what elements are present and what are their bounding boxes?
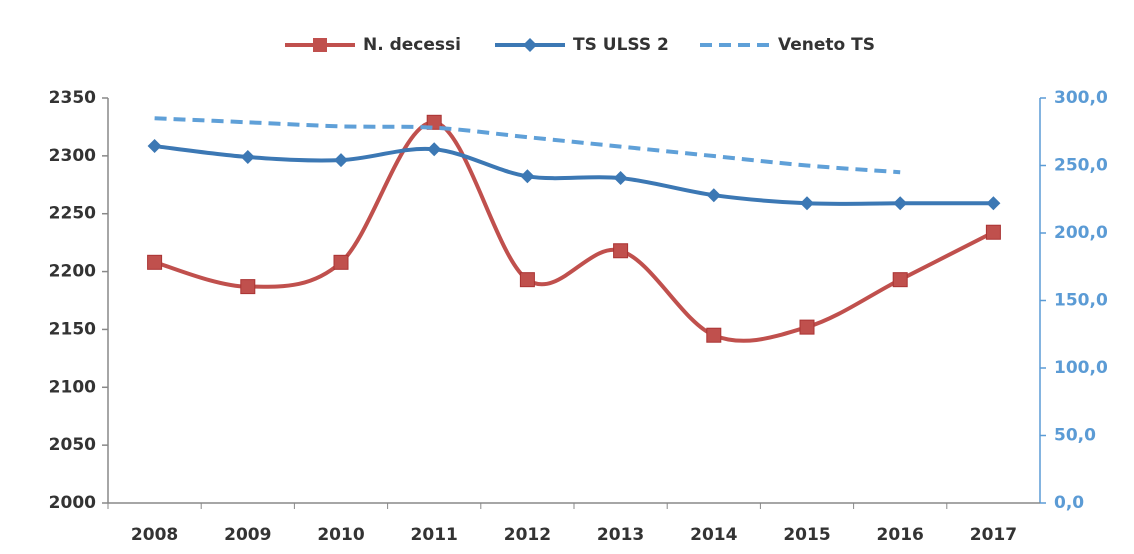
x-tick-label: 2009 bbox=[224, 525, 271, 545]
x-tick-label: 2008 bbox=[131, 525, 178, 545]
x-tick-label: 2013 bbox=[597, 525, 644, 545]
marker bbox=[613, 243, 629, 259]
x-tick-label: 2011 bbox=[411, 525, 458, 545]
x-tick-label: 2010 bbox=[317, 525, 364, 545]
y2-tick-label: 250,0 bbox=[1054, 156, 1108, 176]
marker bbox=[985, 224, 1001, 240]
marker bbox=[893, 196, 908, 211]
x-tick-label: 2016 bbox=[877, 525, 924, 545]
x-tick-label: 2012 bbox=[504, 525, 551, 545]
marker bbox=[240, 149, 255, 164]
y-tick-label: 2300 bbox=[49, 146, 96, 166]
y-tick-label: 2050 bbox=[49, 435, 96, 455]
x-tick-label: 2017 bbox=[970, 525, 1017, 545]
series-line bbox=[154, 120, 995, 343]
marker bbox=[986, 196, 1001, 211]
marker bbox=[613, 171, 628, 186]
marker bbox=[706, 188, 721, 203]
marker bbox=[800, 196, 814, 211]
y-tick-label: 2350 bbox=[49, 88, 96, 108]
marker bbox=[799, 319, 815, 335]
series-line bbox=[154, 116, 901, 175]
y-tick-label: 2000 bbox=[49, 493, 96, 513]
legend-label: Veneto TS bbox=[778, 35, 875, 55]
y-tick-label: 2150 bbox=[49, 319, 96, 339]
legend-label: N. decessi bbox=[363, 35, 461, 55]
marker bbox=[333, 254, 349, 270]
y2-tick-label: 50,0 bbox=[1054, 426, 1096, 446]
y-tick-label: 2250 bbox=[49, 204, 96, 224]
marker bbox=[334, 153, 348, 168]
marker bbox=[706, 327, 722, 343]
y2-tick-label: 200,0 bbox=[1054, 223, 1108, 243]
y2-tick-label: 100,0 bbox=[1054, 358, 1108, 378]
legend-marker bbox=[313, 38, 327, 52]
legend-marker bbox=[523, 38, 537, 52]
y2-tick-label: 300,0 bbox=[1054, 88, 1108, 108]
x-tick-label: 2014 bbox=[690, 525, 737, 545]
marker bbox=[892, 272, 908, 288]
marker bbox=[147, 139, 162, 154]
marker bbox=[520, 169, 535, 184]
y-tick-label: 2100 bbox=[49, 377, 96, 397]
y-tick-label: 2200 bbox=[49, 262, 96, 282]
y2-tick-label: 150,0 bbox=[1054, 291, 1108, 311]
marker bbox=[427, 142, 442, 157]
y2-tick-label: 0,0 bbox=[1054, 493, 1084, 513]
marker bbox=[519, 272, 535, 288]
marker bbox=[147, 254, 163, 270]
x-tick-label: 2015 bbox=[783, 525, 830, 545]
series-line bbox=[154, 144, 994, 206]
marker bbox=[240, 279, 256, 295]
legend-label: TS ULSS 2 bbox=[573, 35, 669, 55]
